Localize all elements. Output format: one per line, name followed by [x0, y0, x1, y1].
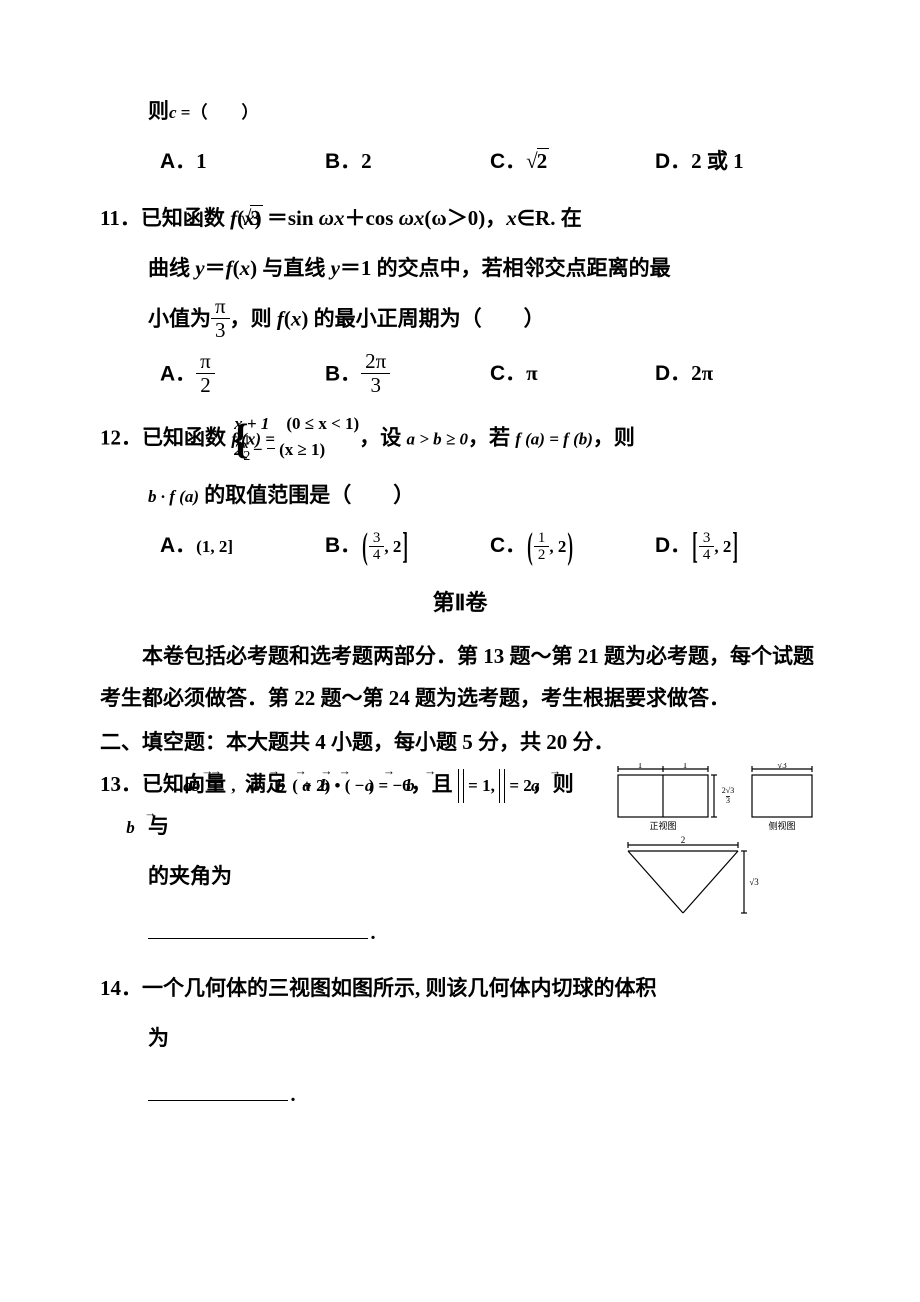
three-view-svg: 1 1 2√3 3 √3 正视图 侧视图 2 √3 [610, 763, 820, 923]
q12-opt-d: D．[34, 2] [655, 524, 820, 567]
q11: 11．已知函数 f(x) ＝3sin ωx＋cos ωx(ω＞0)，x∈R. 在 [100, 197, 820, 239]
q11-options: A．π2 B．2π3 C．π D．2π [100, 352, 820, 399]
svg-text:1: 1 [638, 763, 643, 770]
q14-blank: ． [100, 1073, 820, 1115]
q11-t1: 已知函数 [141, 206, 230, 230]
q14-number: 14． [100, 976, 142, 1000]
q14-line2: 为 [100, 1017, 820, 1059]
q12-line2: b · f (a) 的取值范围是（ ） [100, 474, 820, 516]
q10-opt-b: B．2 [325, 140, 490, 183]
three-view-diagram: 1 1 2√3 3 √3 正视图 侧视图 2 √3 [610, 763, 820, 937]
q10-tail-paren: =（ ） [177, 103, 259, 122]
q14: 14．一个几何体的三视图如图所示, 则该几何体内切球的体积 [100, 967, 820, 1009]
q11-opt-d: D．2π [655, 352, 820, 399]
svg-text:侧视图: 侧视图 [768, 820, 795, 831]
svg-text:正视图: 正视图 [649, 820, 676, 831]
q10-tail-var: c [169, 103, 177, 122]
q12: 12．已知函数 f (x) = { x + 1 (0 ≤ x < 1) 2x −… [100, 413, 820, 466]
section2-heading: 二、填空题：本大题共 4 小题，每小题 5 分，共 20 分． [100, 721, 820, 763]
q10-opt-c: C．2 [490, 140, 655, 183]
svg-text:1: 1 [683, 763, 688, 770]
part2-desc: 本卷包括必考题和选考题两部分．第 13 题～第 21 题为必考题，每个试题考生都… [100, 635, 820, 719]
q11-number: 11． [100, 206, 141, 230]
q11-opt-b: B．2π3 [325, 352, 490, 399]
q12-opt-b: B．(34, 2] [325, 524, 490, 567]
part2-title: 第Ⅱ卷 [100, 581, 820, 625]
q12-options: A．(1, 2] B．(34, 2] C．(12, 2) D．[34, 2] [100, 524, 820, 567]
svg-text:√3: √3 [749, 877, 759, 887]
svg-text:2√3: 2√3 [722, 786, 734, 795]
q13-number: 13． [100, 772, 142, 796]
q10-options: A．1 B．2 C．2 D．2 或 1 [100, 140, 820, 183]
q12-opt-a: A．(1, 2] [160, 524, 325, 567]
q12-piecewise: { x + 1 (0 ≤ x < 1) 2x − 12 (x ≥ 1) [280, 413, 359, 466]
svg-text:2: 2 [681, 835, 686, 845]
q11-line2: 曲线 y＝f(x) 与直线 y＝1 的交点中，若相邻交点距离的最 [100, 247, 820, 289]
q10-opt-d: D．2 或 1 [655, 140, 820, 183]
q12-opt-c: C．(12, 2) [490, 524, 655, 567]
q10-tail-text: 则 [148, 99, 169, 123]
q10-tail-line: 则c =（ ） [100, 90, 820, 132]
q12-number: 12． [100, 426, 142, 450]
q10-opt-a: A．1 [160, 140, 325, 183]
q11-opt-a: A．π2 [160, 352, 325, 399]
svg-text:√3: √3 [777, 763, 787, 770]
svg-text:3: 3 [726, 796, 730, 805]
q11-opt-c: C．π [490, 352, 655, 399]
q11-line3: 小值为π3，则 f(x) 的最小正周期为（ ） [100, 297, 820, 344]
